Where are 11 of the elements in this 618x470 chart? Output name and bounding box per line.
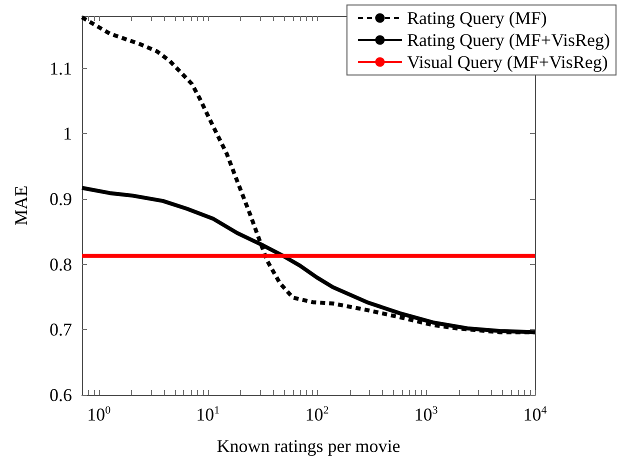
legend-label: Rating Query (MF) (406, 8, 547, 28)
y-tick-label: 1.1 (50, 58, 72, 78)
legend-label: Visual Query (MF+VisReg) (406, 52, 608, 72)
y-axis-title: MAE (11, 185, 31, 226)
y-tick-label: 1 (63, 124, 72, 144)
y-tick-label: 0.8 (50, 254, 72, 274)
legend-label: Rating Query (MF+VisReg) (406, 30, 610, 50)
y-tick-label: 0.6 (50, 385, 72, 405)
x-axis-title: Known ratings per movie (216, 436, 400, 456)
y-tick-label: 0.9 (50, 188, 72, 209)
y-tick-label: 0.7 (50, 320, 72, 340)
